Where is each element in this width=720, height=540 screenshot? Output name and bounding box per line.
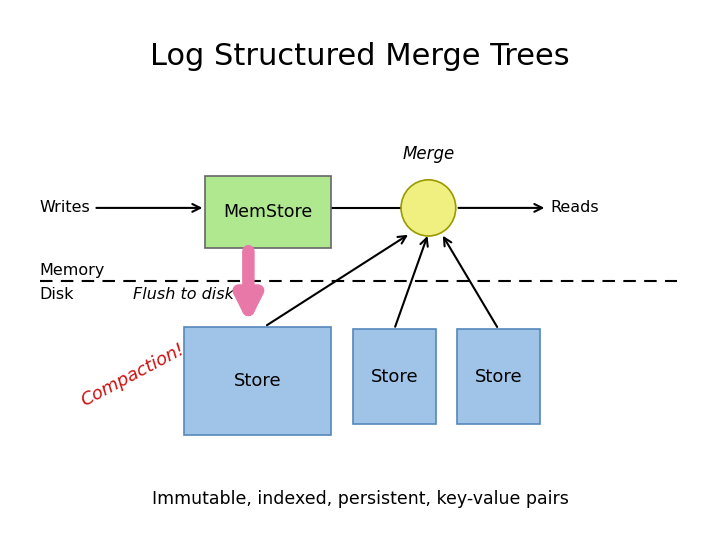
Ellipse shape [401, 180, 456, 236]
Text: Merge: Merge [402, 145, 454, 163]
Text: Store: Store [233, 372, 282, 390]
Text: Flush to disk: Flush to disk [133, 287, 234, 302]
FancyBboxPatch shape [353, 329, 436, 424]
FancyBboxPatch shape [205, 176, 331, 248]
Text: Immutable, indexed, persistent, key-value pairs: Immutable, indexed, persistent, key-valu… [152, 490, 568, 509]
Text: Store: Store [474, 368, 523, 386]
Text: Store: Store [370, 368, 418, 386]
Text: Memory: Memory [40, 262, 105, 278]
Text: Compaction!: Compaction! [78, 340, 188, 410]
Text: Reads: Reads [551, 200, 600, 215]
Text: MemStore: MemStore [224, 203, 312, 221]
Text: Log Structured Merge Trees: Log Structured Merge Trees [150, 42, 570, 71]
FancyBboxPatch shape [457, 329, 540, 424]
Text: Disk: Disk [40, 287, 74, 302]
Text: Writes: Writes [40, 200, 90, 215]
FancyBboxPatch shape [184, 327, 331, 435]
